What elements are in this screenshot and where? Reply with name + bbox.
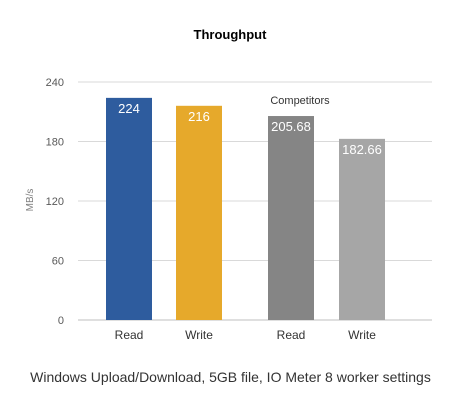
y-tick-labels: 0 60 120 180 240 <box>46 77 64 327</box>
y-tick-label: 240 <box>46 77 64 89</box>
y-axis-label: MB/s <box>25 189 36 212</box>
bar-value-label: 216 <box>188 109 210 124</box>
y-tick-label: 180 <box>46 137 64 149</box>
bar-value-label: 205.68 <box>271 119 311 134</box>
y-tick-label: 120 <box>46 196 64 208</box>
x-tick-labels: Read Write Read Write <box>115 328 377 342</box>
bar <box>339 138 385 320</box>
x-tick-label: Write <box>185 328 213 342</box>
x-tick-label: Write <box>348 328 376 342</box>
x-tick-label: Read <box>277 328 306 342</box>
bars: 224 216 205.68 182.66 <box>106 97 385 320</box>
chart-caption: Windows Upload/Download, 5GB file, IO Me… <box>30 369 431 385</box>
x-tick-label: Read <box>115 328 144 342</box>
chart-title: Throughput <box>194 27 268 42</box>
bar-value-label: 224 <box>118 101 140 116</box>
y-tick-label: 0 <box>58 315 64 327</box>
bar-value-label: 182.66 <box>342 142 382 157</box>
bar <box>176 105 222 320</box>
throughput-bar-chart: Throughput MB/s Competitors 0 60 120 180 240… <box>25 27 432 342</box>
y-tick-label: 60 <box>52 256 64 268</box>
bar <box>268 116 314 320</box>
bar <box>106 97 152 320</box>
competitors-annotation: Competitors <box>270 95 330 107</box>
